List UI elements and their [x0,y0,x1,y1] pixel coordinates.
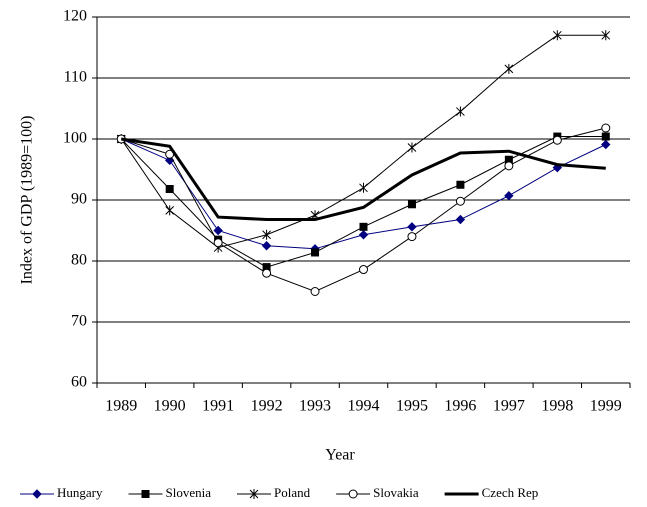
marker [601,139,611,150]
marker [552,135,562,145]
x-tick-label: 1990 [154,398,186,415]
marker [213,238,223,248]
marker [213,225,223,236]
y-tick-label: 80 [71,252,87,269]
marker [359,182,368,193]
marker [348,489,358,499]
x-axis-title: Year [325,447,355,464]
y-axis-title: Index of GDP (1989=100) [19,116,36,285]
marker [262,263,271,272]
legend-item: Poland [237,485,311,500]
marker [504,191,514,201]
marker [358,230,369,240]
marker [262,268,272,278]
marker [456,180,465,189]
marker [310,287,320,296]
legend-label: Poland [274,485,311,500]
y-tick-label: 110 [64,69,87,86]
legend-item: Slovakia [336,485,419,500]
x-tick-label: 1994 [348,398,380,415]
x-tick-label: 1993 [299,398,331,415]
x-tick-label: 1992 [251,398,283,415]
legend-label: Slovenia [166,485,212,500]
y-tick-label: 120 [63,8,87,25]
series-line [120,34,606,249]
x-tick-label: 1997 [493,398,525,415]
marker [455,196,465,206]
legend-label: Czech Rep [482,485,539,500]
y-tick-label: 90 [71,191,87,208]
marker [601,123,611,133]
marker [456,106,465,117]
marker [407,200,416,209]
legend-item: Hungary [20,485,103,500]
y-tick-label: 100 [63,130,87,147]
legend-label: Hungary [57,485,103,500]
marker [407,142,417,153]
marker [504,155,513,164]
series-line [120,136,606,268]
marker [249,489,259,499]
legend-item: Czech Rep [444,485,539,500]
legend-item: Slovenia [128,485,212,500]
marker [504,161,514,171]
marker [455,214,466,225]
y-tick-label: 70 [71,313,87,330]
marker [407,222,417,232]
marker [311,248,320,257]
marker [165,185,174,194]
x-tick-label: 1995 [396,398,428,415]
marker [32,489,42,499]
x-tick-label: 1999 [590,398,622,415]
x-tick-label: 1996 [444,398,476,415]
marker [601,132,610,141]
marker [407,232,417,242]
marker [359,265,368,275]
marker [552,30,562,41]
series-line [121,137,606,222]
x-tick-label: 1989 [105,398,137,415]
marker [504,63,514,74]
legend-label: Slovakia [373,485,419,500]
marker [359,222,368,231]
marker [261,241,272,251]
marker [141,490,150,498]
marker [601,30,611,41]
x-tick-label: 1991 [202,398,234,415]
marker [262,229,271,240]
x-tick-label: 1998 [541,398,573,415]
y-tick-label: 60 [71,374,87,391]
marker [165,205,175,216]
